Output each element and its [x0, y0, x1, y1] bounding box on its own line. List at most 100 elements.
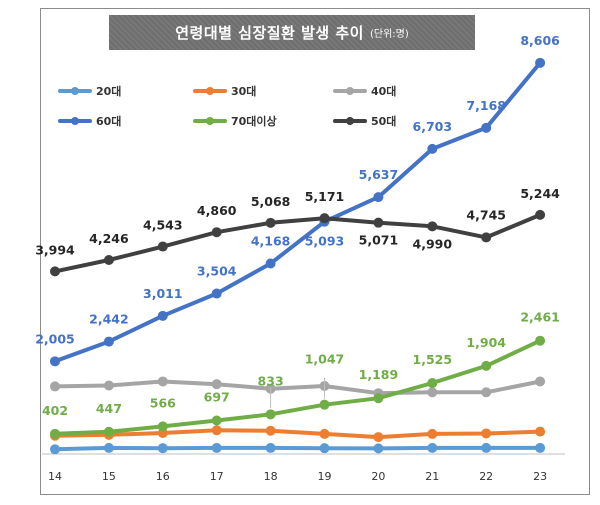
chart-frame: [40, 8, 590, 495]
data-point: [211, 379, 222, 390]
data-label: 4,246: [89, 231, 129, 246]
data-point: [265, 409, 276, 420]
data-point: [103, 426, 114, 437]
legend-item-40s: 40대: [333, 84, 396, 98]
data-point: [319, 399, 330, 410]
data-label: 2,442: [89, 312, 129, 327]
data-label: 4,745: [466, 207, 506, 222]
data-point: [50, 428, 60, 439]
data-point: [481, 428, 492, 439]
x-tick-label: 17: [210, 470, 224, 483]
data-point: [373, 432, 384, 443]
legend-marker: [346, 87, 354, 95]
data-label: 1,904: [466, 335, 506, 350]
x-tick-label: 19: [318, 470, 332, 483]
data-label: 5,093: [305, 234, 345, 249]
data-label: 4,860: [197, 203, 237, 218]
legend-marker: [206, 117, 214, 125]
x-tick-label: 20: [371, 470, 385, 483]
data-point: [481, 387, 492, 398]
legend-label: 70대이상: [231, 114, 277, 128]
data-point: [157, 376, 168, 387]
x-tick-label: 14: [48, 470, 62, 483]
data-point: [103, 254, 114, 265]
data-label: 697: [204, 389, 230, 404]
data-label: 447: [96, 401, 122, 416]
data-point: [481, 232, 492, 243]
data-point: [211, 442, 222, 453]
chart-title-box: 연령대별 심장질환 발생 추이 (단위:명): [109, 15, 475, 50]
data-point: [373, 192, 384, 203]
data-point: [319, 428, 330, 439]
data-point: [103, 442, 114, 453]
data-point: [103, 336, 114, 347]
data-label: 2,005: [35, 331, 75, 346]
data-label: 4,990: [413, 236, 453, 251]
series-layer: [50, 57, 546, 455]
data-point: [157, 443, 168, 454]
data-point: [211, 425, 222, 436]
data-point: [427, 428, 438, 439]
data-point: [373, 217, 384, 228]
labels-60s: 2,005 2,442 3,011 3,504 4,168 5,093 5,637 6,703…: [35, 33, 560, 347]
data-point: [535, 335, 546, 346]
labels-50s: 3,994 4,246 4,543 4,860 5,068 5,171 5,071 4,990…: [35, 186, 560, 258]
data-point: [265, 217, 276, 228]
legend-marker: [71, 87, 79, 95]
data-point: [265, 425, 276, 436]
series-line: [53, 60, 543, 364]
x-tick-label: 15: [102, 470, 116, 483]
data-label: 3,994: [35, 242, 75, 257]
data-point: [265, 258, 276, 269]
data-point: [427, 387, 438, 398]
data-point: [50, 444, 60, 455]
labels-70plus: 402 447 566 697 833 1,047 1,189 1,525 1,904 2,461: [42, 310, 560, 418]
data-label: 6,703: [413, 119, 453, 134]
data-point: [211, 227, 222, 238]
data-label: 1,047: [305, 352, 345, 367]
series-30s: [50, 425, 546, 443]
series-20s: [50, 442, 546, 455]
data-label: 3,011: [143, 286, 183, 301]
data-point: [481, 360, 492, 371]
x-tick-label: 22: [479, 470, 493, 483]
data-label: 4,168: [251, 234, 291, 249]
legend-marker: [71, 117, 79, 125]
data-point: [427, 378, 438, 389]
data-point: [535, 209, 546, 220]
data-label: 833: [258, 373, 284, 388]
data-point: [535, 442, 546, 453]
data-point: [427, 143, 438, 154]
data-point: [427, 221, 438, 232]
legend: 20대 30대 40대 60대 70대이상 50대: [58, 84, 396, 128]
data-point: [50, 381, 60, 392]
data-point: [535, 57, 546, 68]
data-point: [535, 426, 546, 437]
legend-marker: [346, 117, 354, 125]
series-line: [53, 445, 543, 452]
data-point: [157, 241, 168, 252]
series-50s: [50, 209, 546, 277]
data-label: 5,171: [305, 189, 345, 204]
legend-label: 40대: [371, 84, 396, 98]
data-point: [211, 288, 222, 299]
legend-label: 50대: [371, 114, 396, 128]
data-point: [319, 443, 330, 454]
data-label: 1,189: [359, 367, 399, 382]
series-line: [53, 379, 543, 396]
legend-item-60s: 60대: [58, 114, 121, 128]
x-axis-ticks: 14 15 16 17 18 19 20 21 22 23: [48, 470, 547, 483]
data-label: 5,071: [359, 233, 399, 248]
series-line: [53, 338, 543, 436]
data-point: [481, 122, 492, 133]
data-point: [50, 356, 60, 367]
data-point: [265, 442, 276, 453]
data-label: 5,244: [520, 186, 560, 201]
data-point: [535, 376, 546, 387]
x-tick-label: 21: [425, 470, 439, 483]
data-point: [50, 266, 60, 277]
data-label: 3,504: [197, 264, 237, 279]
series-line: [53, 428, 543, 440]
data-point: [373, 393, 384, 404]
